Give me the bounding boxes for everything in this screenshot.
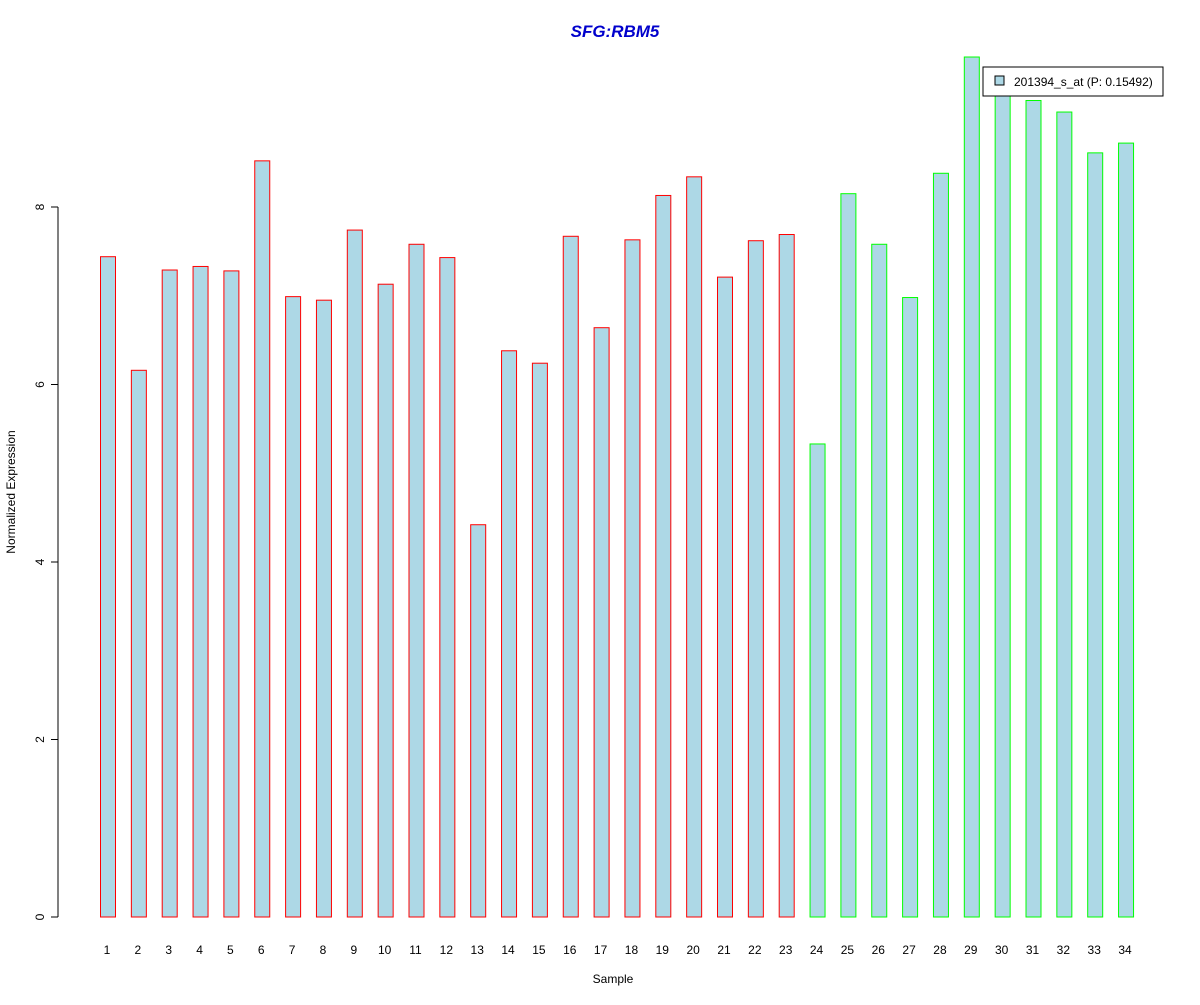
x-tick-label: 18 <box>625 943 639 957</box>
bar <box>254 160 271 918</box>
x-tick-label: 23 <box>779 943 793 957</box>
bar <box>624 239 641 918</box>
chart-title: SFG:RBM5 <box>571 22 660 41</box>
bar <box>902 297 919 918</box>
x-tick-label: 28 <box>933 943 947 957</box>
x-tick-label: 3 <box>165 943 172 957</box>
x-tick-label: 5 <box>227 943 234 957</box>
bar <box>223 270 240 918</box>
x-tick-label: 15 <box>532 943 546 957</box>
x-tick-label: 27 <box>902 943 916 957</box>
legend-label: 201394_s_at (P: 0.15492) <box>1014 75 1153 89</box>
y-axis: 0 2 4 6 8 <box>33 203 59 920</box>
y-tick-label: 4 <box>33 558 47 565</box>
bar <box>1118 142 1135 918</box>
bar <box>932 172 949 918</box>
bar <box>192 265 209 918</box>
bar <box>470 524 487 918</box>
bar <box>285 296 302 918</box>
bar <box>439 257 456 918</box>
legend-swatch <box>994 75 1005 86</box>
bar <box>686 176 703 918</box>
x-tick-label: 16 <box>563 943 577 957</box>
x-axis-label: Sample <box>593 972 634 986</box>
bar <box>963 56 980 918</box>
x-tick-label: 25 <box>841 943 855 957</box>
x-tick-label: 30 <box>995 943 1009 957</box>
bar <box>1025 100 1042 918</box>
bar <box>161 269 178 918</box>
bar <box>346 229 363 918</box>
x-tick-label: 2 <box>135 943 142 957</box>
y-tick-label: 0 <box>33 913 47 920</box>
bar <box>531 362 548 918</box>
x-tick-label: 20 <box>686 943 700 957</box>
x-tick-label: 26 <box>872 943 886 957</box>
bar <box>315 299 332 918</box>
x-tick-label: 4 <box>196 943 203 957</box>
x-tick-label: 14 <box>501 943 515 957</box>
x-tick-label: 11 <box>409 943 422 957</box>
x-tick-label: 1 <box>104 943 111 957</box>
x-tick-label: 21 <box>717 943 731 957</box>
bar <box>593 327 610 918</box>
x-tick-label: 6 <box>258 943 265 957</box>
bar <box>130 369 147 918</box>
x-tick-label: 7 <box>289 943 296 957</box>
bar <box>871 243 888 918</box>
x-tick-label: 13 <box>471 943 485 957</box>
bar <box>840 193 857 918</box>
x-tick-label: 33 <box>1088 943 1102 957</box>
x-tick-label: 9 <box>350 943 357 957</box>
bar <box>994 88 1011 918</box>
bars-group <box>100 56 1135 918</box>
x-tick-label: 31 <box>1026 943 1040 957</box>
y-tick-label: 8 <box>33 203 47 210</box>
bar <box>501 350 518 918</box>
bar <box>1087 152 1104 918</box>
x-tick-label: 24 <box>810 943 824 957</box>
x-tick-label: 32 <box>1057 943 1071 957</box>
bar <box>100 256 116 918</box>
bar <box>655 194 672 918</box>
legend-box <box>982 66 1164 97</box>
bar <box>809 443 826 918</box>
x-tick-label: 10 <box>378 943 392 957</box>
x-tick-label: 22 <box>748 943 762 957</box>
bar <box>1056 111 1073 918</box>
bar <box>747 240 764 918</box>
x-tick-label: 12 <box>440 943 454 957</box>
bar <box>377 283 394 918</box>
x-tick-label: 19 <box>656 943 670 957</box>
x-tick-label: 29 <box>964 943 978 957</box>
legend: 201394_s_at (P: 0.15492) <box>982 66 1164 97</box>
y-tick-label: 2 <box>33 736 47 743</box>
bar <box>562 235 579 918</box>
x-tick-labels: 1 2 3 4 5 6 7 8 9 10 11 12 13 14 15 16 17 18 19 20 21 22 23 24 2… <box>104 943 1132 957</box>
bar <box>778 234 795 918</box>
y-tick-label: 6 <box>33 381 47 388</box>
bar <box>717 276 733 918</box>
y-axis-label: Normalized Expression <box>4 430 18 553</box>
x-tick-label: 17 <box>594 943 608 957</box>
x-tick-label: 8 <box>320 943 327 957</box>
x-tick-label: 34 <box>1118 943 1132 957</box>
bar <box>408 243 425 918</box>
